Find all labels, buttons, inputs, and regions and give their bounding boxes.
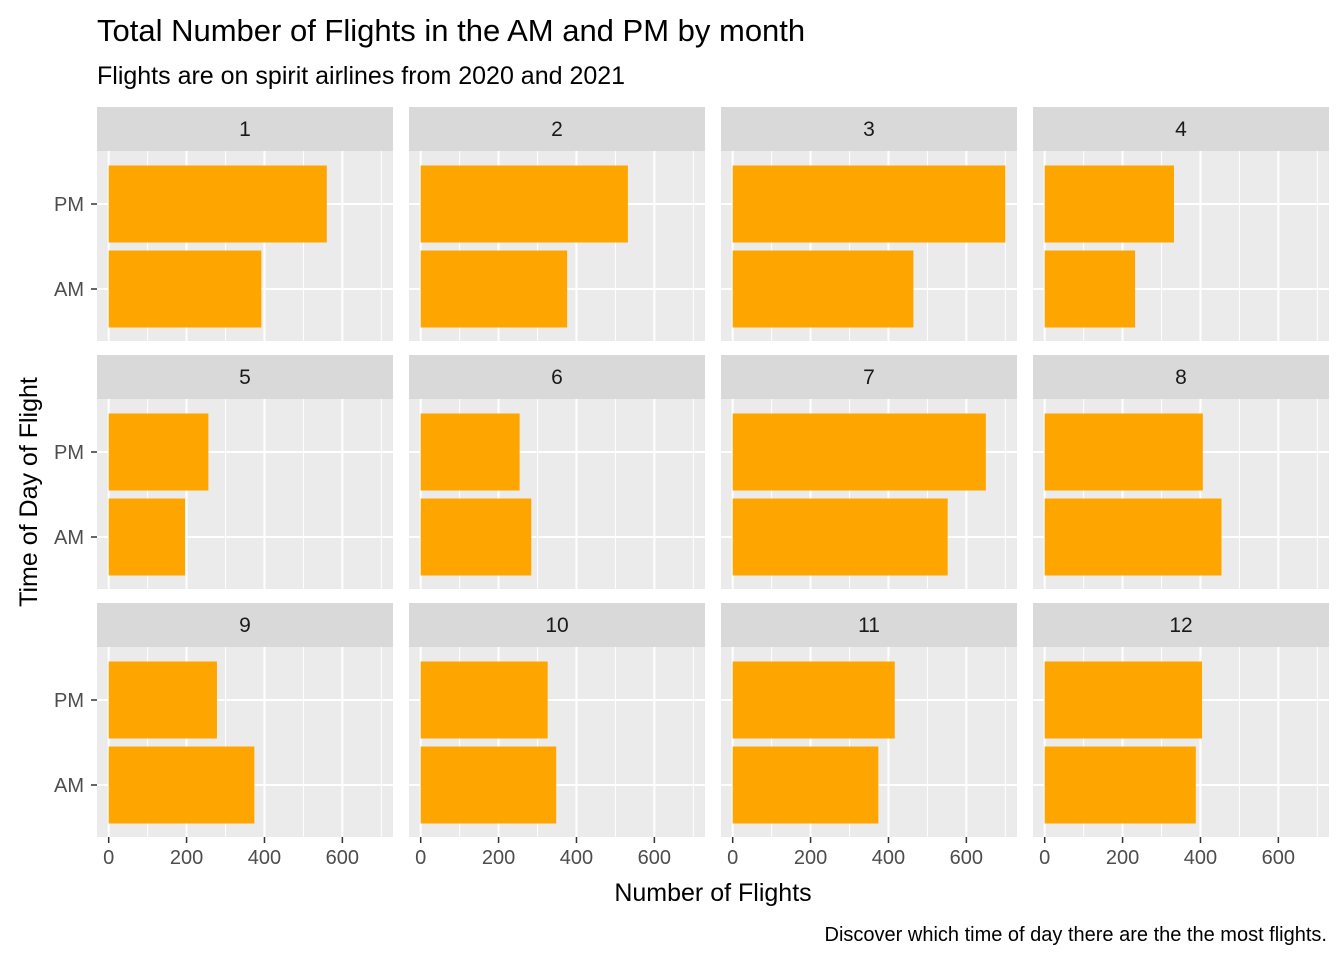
facet-strip-label: 5 bbox=[239, 366, 251, 389]
facet-panel-10: 10 0 200 400 600 bbox=[409, 603, 705, 869]
facet-panel-6: 6 bbox=[409, 355, 705, 589]
x-tick-label: 0 bbox=[415, 847, 426, 869]
bar-am bbox=[1044, 746, 1196, 824]
bar-am bbox=[108, 746, 255, 824]
bar-pm bbox=[108, 413, 209, 491]
facet-panel-7: 7 bbox=[721, 355, 1017, 589]
x-tick-label: 0 bbox=[727, 847, 738, 869]
bar-pm bbox=[732, 165, 1006, 243]
x-tick-label: 0 bbox=[103, 847, 114, 869]
bar-pm bbox=[1044, 165, 1174, 243]
bar-am bbox=[108, 250, 262, 328]
bar-am bbox=[420, 498, 532, 576]
x-tick-label: 600 bbox=[326, 847, 359, 869]
facet-strip bbox=[1033, 603, 1329, 647]
y-tick-label: PM bbox=[54, 690, 84, 712]
bar-am bbox=[732, 498, 948, 576]
facet-strip-label: 8 bbox=[1175, 366, 1187, 389]
facet-strip bbox=[1033, 355, 1329, 399]
x-tick-label: 600 bbox=[1262, 847, 1295, 869]
facet-panel-2: 2 bbox=[409, 107, 705, 341]
facet-panel-9: 9 AM PM 0 200 400 600 bbox=[54, 603, 393, 869]
facet-strip-label: 3 bbox=[863, 118, 875, 141]
facet-panel-5: 5 AM PM bbox=[54, 355, 393, 589]
x-tick-label: 200 bbox=[1106, 847, 1139, 869]
y-tick-label: PM bbox=[54, 194, 84, 216]
bar-am bbox=[732, 250, 914, 328]
facet-strip bbox=[97, 603, 393, 647]
facet-strip-label: 4 bbox=[1175, 118, 1187, 141]
bar-pm bbox=[732, 661, 895, 739]
x-tick-label: 400 bbox=[872, 847, 905, 869]
facet-strip-label: 1 bbox=[239, 118, 251, 141]
facet-panel-8: 8 bbox=[1033, 355, 1329, 589]
facet-strip bbox=[1033, 107, 1329, 151]
bar-am bbox=[108, 498, 186, 576]
bar-am bbox=[420, 250, 568, 328]
facet-strip bbox=[721, 603, 1017, 647]
x-tick-label: 400 bbox=[248, 847, 281, 869]
x-tick-label: 0 bbox=[1039, 847, 1050, 869]
chart-subtitle: Flights are on spirit airlines from 2020… bbox=[97, 62, 625, 90]
facet-panels: 1 AM PM 2 3 4 5 AM PM 6 7 8 9 AM PM 0 200 400 600 10 0 200 400… bbox=[54, 107, 1329, 869]
y-tick-label: AM bbox=[54, 527, 84, 549]
x-tick-label: 200 bbox=[170, 847, 203, 869]
facet-strip-label: 9 bbox=[239, 614, 251, 637]
facet-panel-11: 11 0 200 400 600 bbox=[721, 603, 1017, 869]
chart-caption: Discover which time of day there are the… bbox=[825, 924, 1327, 946]
facet-strip bbox=[721, 107, 1017, 151]
x-tick-label: 400 bbox=[1184, 847, 1217, 869]
facet-strip-label: 11 bbox=[858, 614, 880, 637]
facet-strip bbox=[409, 355, 705, 399]
y-tick-label: AM bbox=[54, 775, 84, 797]
bar-pm bbox=[108, 661, 217, 739]
facet-panel-1: 1 AM PM bbox=[54, 107, 393, 341]
facet-strip-label: 10 bbox=[545, 614, 568, 637]
facet-strip bbox=[409, 603, 705, 647]
facet-strip-label: 6 bbox=[551, 366, 563, 389]
bar-pm bbox=[420, 661, 548, 739]
x-tick-label: 400 bbox=[560, 847, 593, 869]
facet-strip-label: 12 bbox=[1169, 614, 1192, 637]
bar-pm bbox=[108, 165, 327, 243]
facet-strip bbox=[97, 355, 393, 399]
bar-am bbox=[732, 746, 879, 824]
x-tick-label: 600 bbox=[638, 847, 671, 869]
x-axis-title: Number of Flights bbox=[614, 879, 811, 907]
bar-pm bbox=[1044, 413, 1203, 491]
facet-panel-4: 4 bbox=[1033, 107, 1329, 341]
y-tick-label: PM bbox=[54, 442, 84, 464]
bar-pm bbox=[1044, 661, 1203, 739]
bar-pm bbox=[420, 165, 628, 243]
x-tick-label: 200 bbox=[482, 847, 515, 869]
facet-panel-12: 12 0 200 400 600 bbox=[1033, 603, 1329, 869]
x-tick-label: 200 bbox=[794, 847, 827, 869]
facet-strip bbox=[721, 355, 1017, 399]
x-tick-label: 600 bbox=[950, 847, 983, 869]
y-tick-label: AM bbox=[54, 279, 84, 301]
bar-am bbox=[1044, 250, 1136, 328]
facet-strip-label: 2 bbox=[551, 118, 563, 141]
facet-panel-3: 3 bbox=[721, 107, 1017, 341]
bar-pm bbox=[732, 413, 986, 491]
y-axis-title: Time of Day of Flight bbox=[15, 377, 43, 607]
bar-am bbox=[1044, 498, 1222, 576]
facet-strip-label: 7 bbox=[863, 366, 875, 389]
bar-pm bbox=[420, 413, 520, 491]
facet-strip bbox=[97, 107, 393, 151]
bar-am bbox=[420, 746, 557, 824]
chart-title: Total Number of Flights in the AM and PM… bbox=[97, 13, 805, 48]
facet-strip bbox=[409, 107, 705, 151]
